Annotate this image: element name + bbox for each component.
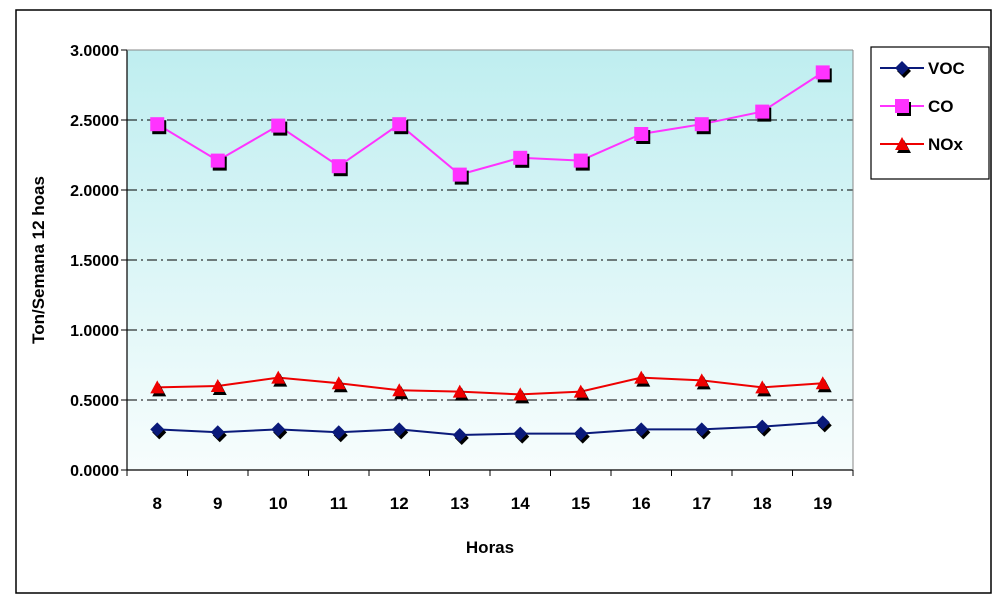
series-co (150, 65, 832, 185)
legend-marker (895, 137, 909, 150)
x-axis-label: Horas (466, 538, 514, 557)
legend-label: NOx (928, 135, 964, 154)
data-point-co (271, 118, 286, 133)
y-tick-labels: 0.0000 0.5000 1.0000 1.5000 2.0000 2.5000 3.00… (70, 43, 119, 480)
data-point-nox (452, 384, 467, 398)
series-nox (150, 370, 832, 404)
data-point-co (573, 153, 588, 168)
data-point-voc (634, 422, 649, 437)
data-point-co (150, 117, 165, 132)
legend-label: CO (928, 97, 954, 116)
y-tick-label: 3.0000 (70, 43, 119, 60)
data-point-co (755, 104, 770, 119)
x-tick-label: 8 (153, 494, 162, 513)
x-tick-label: 15 (571, 494, 590, 513)
data-point-nox (271, 370, 286, 384)
data-point-voc (210, 425, 225, 440)
series (150, 65, 832, 445)
x-tick-label: 13 (450, 494, 469, 513)
x-tick-label: 10 (269, 494, 288, 513)
data-point-nox (694, 373, 709, 387)
y-tick-label: 1.5000 (70, 253, 119, 270)
legend-entry-voc: VOC (880, 59, 965, 78)
data-point-co (210, 153, 225, 168)
data-point-co (331, 159, 346, 174)
data-point-voc (755, 419, 770, 434)
series-voc (150, 415, 832, 445)
x-tick-label: 14 (511, 494, 530, 513)
x-tick-label: 16 (632, 494, 651, 513)
data-point-nox (392, 383, 407, 397)
data-point-voc (573, 426, 588, 441)
legend-marker (895, 61, 909, 75)
data-point-co (392, 117, 407, 132)
data-point-co (634, 127, 649, 141)
data-point-nox (150, 380, 165, 394)
x-tick-label: 11 (330, 494, 348, 513)
data-point-co (815, 65, 830, 80)
y-tick-label: 0.0000 (70, 463, 119, 480)
legend-entry-co: CO (880, 97, 954, 116)
x-tick-label: 9 (213, 494, 222, 513)
y-axis-label: Ton/Semana 12 hoas (29, 176, 48, 344)
series-line-voc (157, 421, 823, 437)
data-point-voc (452, 428, 467, 442)
legend-marker (895, 99, 909, 113)
data-point-voc (150, 422, 165, 437)
data-point-co (452, 167, 467, 182)
x-tick-label: 12 (390, 494, 409, 513)
y-tick-label: 2.0000 (70, 183, 119, 200)
x-tick-label: 18 (753, 494, 772, 513)
data-point-co (694, 117, 709, 132)
legend-label: VOC (928, 59, 965, 78)
y-tick-label: 1.0000 (70, 323, 119, 340)
y-tick-label: 2.5000 (70, 113, 119, 130)
data-point-nox (755, 380, 770, 394)
data-point-voc (271, 422, 286, 437)
data-point-co (513, 150, 528, 165)
series-line-co (156, 71, 824, 176)
x-tick-labels: 8 9 10 11 12 13 14 15 16 17 18 19 (153, 494, 833, 513)
data-point-nox (513, 387, 528, 401)
series-line-nox (157, 376, 823, 396)
data-point-nox (210, 379, 225, 392)
legend-entry-nox: NOx (880, 135, 964, 154)
legend: VOC CO NOx (870, 46, 990, 180)
x-tick-label: 17 (692, 494, 711, 513)
data-point-nox (331, 376, 346, 390)
data-point-voc (331, 425, 346, 440)
y-tick-label: 0.5000 (70, 393, 119, 410)
data-point-nox (634, 370, 649, 384)
data-point-voc (815, 415, 830, 430)
data-point-voc (392, 422, 407, 437)
data-point-nox (815, 376, 830, 390)
data-point-voc (694, 422, 709, 437)
x-tick-label: 19 (813, 494, 832, 513)
data-point-voc (513, 426, 528, 441)
axes (126, 49, 854, 476)
data-point-nox (573, 384, 588, 398)
